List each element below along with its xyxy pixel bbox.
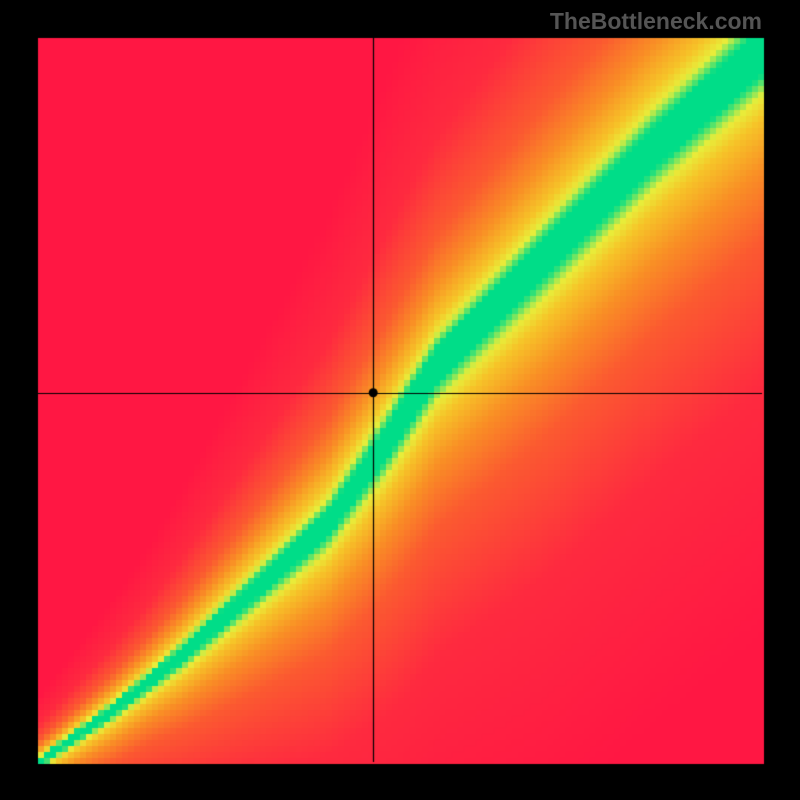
watermark-text: TheBottleneck.com <box>550 8 762 35</box>
plot-border <box>0 0 800 800</box>
